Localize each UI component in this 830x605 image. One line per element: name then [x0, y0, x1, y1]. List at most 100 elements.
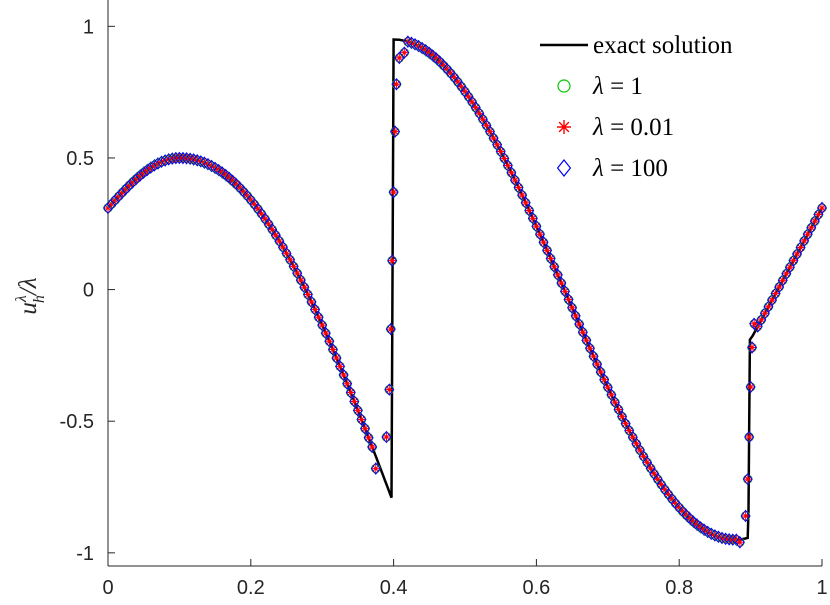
marker-lambda-0-01: [103, 203, 113, 213]
marker-lambda-100: [816, 201, 828, 215]
marker-lambda-0-01: [387, 256, 397, 266]
marker-lambda-0-01: [603, 382, 613, 392]
marker-lambda-0-01: [339, 370, 349, 380]
marker-lambda-0-01: [328, 345, 338, 355]
legend-label-exact: exact solution: [593, 32, 733, 59]
marker-lambda-100: [356, 413, 367, 426]
marker-lambda-0-01: [314, 312, 324, 322]
marker-lambda-100: [399, 46, 410, 59]
marker-lambda-0-01: [292, 268, 302, 278]
marker-lambda-0-01: [384, 385, 394, 395]
marker-lambda-0-01: [394, 53, 404, 63]
marker-lambda-0-01: [653, 474, 663, 484]
legend-marker-diamond: [556, 159, 572, 177]
marker-lambda-0-01: [267, 225, 277, 235]
y-axis-label: uλh/λ: [13, 277, 48, 314]
marker-lambda-0-01: [796, 242, 806, 252]
marker-lambda-0-01: [132, 174, 142, 184]
legend-label-1: λ = 1: [592, 73, 643, 100]
marker-lambda-0-01: [435, 57, 445, 67]
marker-lambda-0-01: [749, 319, 759, 329]
marker-lambda-0-01: [510, 175, 520, 185]
y-tick-label: -0.5: [60, 411, 94, 433]
exact-solution-line: [107, 38, 823, 541]
marker-lambda-0-01: [581, 335, 591, 345]
marker-lambda-0-01: [781, 269, 791, 279]
marker-lambda-100: [352, 404, 363, 417]
marker-lambda-100: [749, 317, 760, 331]
marker-lambda-0-01: [810, 216, 820, 226]
x-tick-label: 0.2: [237, 577, 265, 599]
marker-lambda-0-01: [747, 342, 757, 352]
marker-lambda-0-01: [453, 77, 463, 87]
marker-lambda-0-01: [685, 514, 695, 524]
marker-lambda-0-01: [671, 498, 681, 508]
marker-lambda-100: [202, 157, 214, 171]
marker-lambda-100: [716, 531, 728, 545]
marker-lambda-0-01: [346, 388, 356, 398]
marker-lambda-0-01: [635, 445, 645, 455]
marker-lambda-0-01: [303, 290, 313, 300]
marker-lambda-0-01: [121, 184, 131, 194]
marker-lambda-100: [185, 152, 196, 166]
marker-lambda-0-01: [663, 489, 673, 499]
y-tick-label: 0: [83, 280, 94, 302]
marker-lambda-100: [724, 533, 735, 546]
marker-lambda-0-01: [539, 237, 549, 247]
marker-lambda-0-01: [356, 414, 366, 424]
marker-lambda-0-01: [367, 442, 377, 452]
marker-lambda-0-01: [107, 199, 117, 209]
marker-lambda-0-01: [489, 133, 499, 143]
legend-marker-asterisk: [557, 120, 571, 134]
marker-lambda-0-01: [621, 419, 631, 429]
marker-lambda-100: [720, 532, 731, 546]
marker-lambda-0-01: [306, 297, 316, 307]
marker-lambda-0-01: [578, 327, 588, 337]
marker-lambda-0-01: [542, 245, 552, 255]
chart-marks: [102, 35, 828, 549]
marker-lambda-0-01: [606, 390, 616, 400]
marker-lambda-0-01: [746, 382, 756, 392]
marker-lambda-0-01: [467, 97, 477, 107]
marker-lambda-100: [345, 386, 356, 399]
marker-lambda-0-01: [110, 195, 120, 205]
marker-lambda-0-01: [585, 343, 595, 353]
marker-lambda-0-01: [503, 161, 513, 171]
marker-lambda-0-01: [642, 457, 652, 467]
marker-lambda-0-01: [639, 451, 648, 461]
marker-lambda-100: [120, 182, 131, 196]
marker-lambda-100: [740, 509, 751, 523]
marker-lambda-100: [385, 322, 396, 336]
marker-lambda-0-01: [439, 61, 449, 71]
marker-lambda-0-01: [335, 361, 345, 371]
marker-lambda-0-01: [549, 262, 559, 272]
marker-lambda-0-01: [678, 507, 688, 517]
marker-lambda-0-01: [239, 187, 249, 197]
marker-lambda-0-01: [813, 210, 823, 220]
marker-lambda-0-01: [521, 198, 531, 208]
marker-lambda-100: [709, 529, 720, 542]
marker-lambda-0-01: [763, 302, 773, 312]
marker-lambda-0-01: [324, 336, 334, 346]
marker-lambda-100: [391, 77, 402, 91]
marker-lambda-0-01: [235, 183, 245, 193]
marker-lambda-100: [188, 153, 199, 166]
marker-lambda-0-01: [667, 494, 677, 504]
marker-lambda-0-01: [567, 303, 577, 313]
marker-lambda-0-01: [514, 183, 524, 193]
marker-lambda-100: [113, 189, 124, 203]
marker-lambda-0-01: [282, 248, 291, 258]
marker-lambda-100: [124, 178, 135, 192]
marker-lambda-100: [746, 341, 758, 354]
marker-lambda-0-01: [349, 396, 359, 406]
marker-lambda-0-01: [460, 87, 470, 97]
marker-lambda-0-01: [260, 214, 270, 224]
marker-lambda-0-01: [624, 426, 634, 436]
marker-lambda-0-01: [371, 464, 381, 474]
marker-lambda-100: [389, 125, 401, 138]
marker-lambda-0-01: [788, 256, 798, 266]
marker-lambda-100: [363, 431, 374, 445]
marker-lambda-0-01: [560, 286, 570, 296]
marker-lambda-100: [342, 377, 353, 391]
marker-lambda-0-01: [390, 127, 400, 137]
